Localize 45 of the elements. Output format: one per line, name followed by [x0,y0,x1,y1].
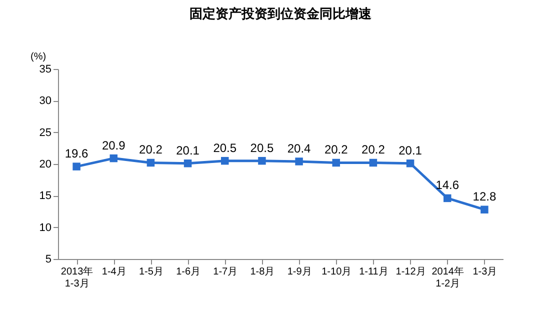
data-label: 20.1 [176,143,200,158]
data-label: 20.2 [362,142,386,157]
point [444,194,452,202]
x-tick-label: 2014年 1-2月 [432,266,464,290]
point [406,159,414,168]
y-tick-label: 10 [39,222,52,234]
x-tick-label: 1-3月 [472,266,498,278]
data-label: 20.9 [102,138,126,152]
x-tick-label: 1-10月 [322,266,352,278]
x-tick-label: 1-9月 [287,266,312,278]
point [110,154,118,162]
x-tick-label: 1-8月 [250,266,275,278]
x-tick-label: 1-11月 [359,266,388,278]
x-tick-label: 1-7月 [213,266,238,278]
point [221,156,229,165]
x-tick-label: 1-12月 [396,266,426,278]
point [295,158,303,166]
y-tick-label: 5 [45,254,52,266]
data-label: 20.2 [139,142,163,157]
data-label: 20.2 [324,142,348,157]
point [480,206,488,214]
y-tick-label: 35 [39,64,52,76]
data-label: 14.6 [436,178,460,192]
point [184,159,192,168]
data-label: 19.6 [64,146,89,161]
point [369,158,378,167]
y-tick-label: 25 [39,126,52,139]
y-tick-label: 15 [39,190,52,202]
point [146,158,155,167]
x-tick-label: 2013年 1-3月 [60,266,94,290]
point [332,158,340,167]
y-tick-label: 30 [39,95,52,108]
point [258,156,266,165]
data-label: 20.5 [250,140,274,155]
x-tick-label: 1-5月 [138,266,164,278]
point [72,162,80,170]
x-tick-label: 1-4月 [102,266,126,278]
data-label: 12.8 [472,190,496,204]
data-label: 20.1 [398,143,422,158]
x-tick-label: 1-6月 [176,266,201,278]
data-label: 20.5 [213,140,237,155]
y-tick-label: 20 [39,158,52,170]
chart-title: 固定资产投资到位资金同比增速 [190,6,372,21]
y-axis-title: (%) [30,52,46,62]
data-label: 20.4 [287,141,312,156]
